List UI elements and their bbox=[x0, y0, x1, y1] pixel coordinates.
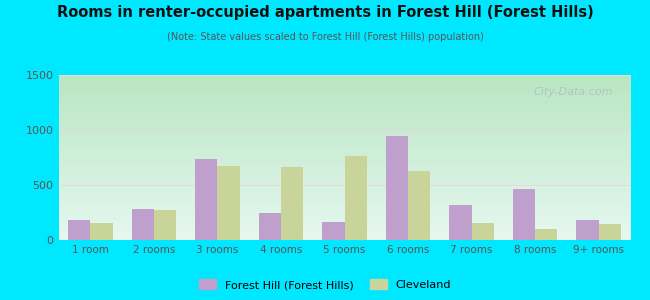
Bar bbox=[281, 167, 303, 240]
Bar bbox=[577, 220, 599, 240]
Bar bbox=[90, 223, 112, 240]
Bar bbox=[195, 159, 217, 240]
Bar bbox=[154, 210, 176, 240]
Bar bbox=[217, 166, 240, 240]
Bar bbox=[386, 136, 408, 240]
Bar bbox=[408, 171, 430, 240]
Text: City-Data.com: City-Data.com bbox=[534, 86, 614, 97]
Bar bbox=[68, 220, 90, 240]
Bar bbox=[344, 156, 367, 240]
Bar bbox=[131, 209, 154, 240]
Bar bbox=[472, 223, 494, 240]
Text: Rooms in renter-occupied apartments in Forest Hill (Forest Hills): Rooms in renter-occupied apartments in F… bbox=[57, 4, 593, 20]
Bar bbox=[599, 224, 621, 240]
Text: (Note: State values scaled to Forest Hill (Forest Hills) population): (Note: State values scaled to Forest Hil… bbox=[166, 32, 484, 41]
Legend: Forest Hill (Forest Hills), Cleveland: Forest Hill (Forest Hills), Cleveland bbox=[194, 275, 456, 294]
Bar bbox=[449, 205, 472, 240]
Bar bbox=[513, 189, 535, 240]
Bar bbox=[259, 212, 281, 240]
Bar bbox=[322, 222, 344, 240]
Bar bbox=[535, 229, 558, 240]
